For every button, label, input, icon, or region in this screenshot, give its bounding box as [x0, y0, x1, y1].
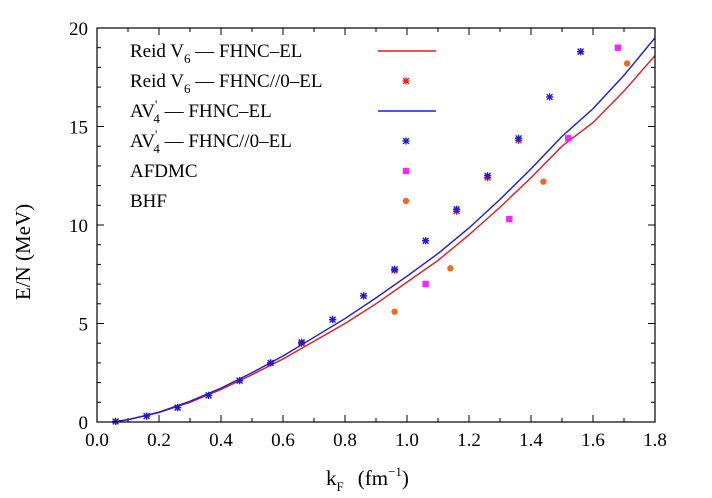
tick-labels: 0.0 0.2 0.4 0.6 0.8 1.0 1.2 1.4 1.6 1.8 0 5 10 15 20	[69, 19, 667, 451]
legend-label-sub: 4	[153, 141, 160, 156]
y-tick-label: 10	[69, 216, 88, 237]
legend-label-sub: 4	[153, 111, 160, 126]
x-axis-title-unit: (fm	[358, 466, 388, 490]
x-tick-label: 0.0	[85, 430, 109, 451]
data-point	[360, 292, 368, 300]
x-tick-label: 0.8	[333, 430, 357, 451]
x-tick-label: 1.6	[581, 430, 605, 451]
legend-swatch-marker	[402, 137, 410, 145]
y-axis-title: E/N (MeV)	[11, 204, 35, 300]
x-axis-title-exp: −1	[388, 464, 402, 479]
legend-label-rest: –– FHNC–EL	[160, 101, 272, 122]
legend-label-sup: '	[155, 127, 157, 142]
legend-label-main: BHF	[130, 191, 167, 212]
x-tick-label: 1.0	[395, 430, 419, 451]
y-tick-label: 15	[69, 118, 88, 139]
data-point	[453, 205, 461, 213]
data-point	[422, 280, 429, 288]
data-point	[484, 172, 492, 180]
legend-label-main: AV	[130, 101, 155, 122]
data-point	[174, 404, 182, 412]
legend-label-rest: –– FHNC//0–EL	[191, 71, 323, 92]
legend-label-sub: 6	[184, 81, 191, 96]
series-4	[422, 44, 621, 288]
legend-label-main: AFDMC	[130, 161, 198, 182]
data-point	[565, 135, 572, 142]
data-point	[236, 377, 244, 385]
series-5	[391, 60, 631, 315]
series-line	[112, 55, 656, 423]
data-point	[577, 48, 585, 56]
data-point	[447, 265, 454, 272]
legend-swatch-marker	[402, 167, 410, 175]
legend-label-main: Reid V	[130, 41, 184, 62]
legend-label-sup: '	[155, 97, 157, 112]
x-tick-label: 1.8	[643, 430, 667, 451]
legend-label-sub: 6	[184, 51, 191, 66]
legend-label-rest: –– FHNC//0–EL	[160, 131, 292, 152]
legend-label: Reid V6 –– FHNC–EL	[130, 41, 302, 66]
data-point	[205, 391, 213, 400]
x-axis-title-close: )	[402, 466, 409, 490]
x-tick-label: 1.4	[519, 430, 543, 451]
data-point	[267, 359, 275, 367]
legend-item: AV' 4 –– FHNC//0–EL	[130, 127, 410, 156]
legend-item: AFDMC	[130, 161, 410, 182]
legend-label-rest: –– FHNC–EL	[191, 41, 303, 62]
y-tick-label: 5	[79, 315, 89, 336]
x-axis-title-sub: F	[337, 479, 344, 494]
legend-label: BHF	[130, 191, 167, 212]
x-axis-title-main: k	[326, 466, 337, 490]
data-point	[298, 338, 306, 346]
legend-swatch-marker	[402, 77, 410, 85]
y-tick-label: 20	[69, 19, 88, 40]
series-3	[112, 48, 585, 426]
legend-label-main: AV	[130, 131, 155, 152]
series-layer	[112, 37, 656, 426]
x-tick-label: 0.2	[147, 430, 171, 451]
data-point	[329, 315, 337, 324]
x-tick-label: 1.2	[457, 430, 481, 451]
series-0	[112, 55, 656, 423]
legend-label: AFDMC	[130, 161, 198, 182]
data-point	[391, 265, 399, 273]
legend-swatch-marker	[402, 197, 410, 205]
legend-item: Reid V6 –– FHNC–EL	[130, 41, 436, 66]
legend-item: AV' 4 –– FHNC–EL	[130, 97, 436, 126]
x-axis-title: kF (fm−1)	[326, 464, 409, 494]
y-tick-label: 0	[79, 413, 89, 434]
data-point	[614, 44, 621, 51]
data-point	[546, 93, 554, 101]
x-tick-label: 0.6	[271, 430, 295, 451]
series-line	[112, 37, 656, 423]
plot-frame	[96, 27, 656, 423]
data-point	[391, 308, 398, 315]
legend-item: BHF	[130, 191, 410, 212]
legend-label: AV' 4 –– FHNC//0–EL	[130, 127, 292, 156]
data-point	[515, 134, 523, 142]
data-point	[506, 215, 513, 223]
legend-label: AV' 4 –– FHNC–EL	[130, 97, 272, 126]
data-point	[422, 237, 430, 245]
data-point	[623, 60, 631, 67]
legend-item: Reid V6 –– FHNC//0–EL	[130, 71, 410, 96]
legend-label-main: Reid V	[130, 71, 184, 92]
x-tick-label: 0.4	[209, 430, 233, 451]
data-point	[540, 178, 547, 185]
legend-label: Reid V6 –– FHNC//0–EL	[130, 71, 322, 96]
data-point	[143, 412, 151, 420]
series-2	[112, 37, 656, 423]
